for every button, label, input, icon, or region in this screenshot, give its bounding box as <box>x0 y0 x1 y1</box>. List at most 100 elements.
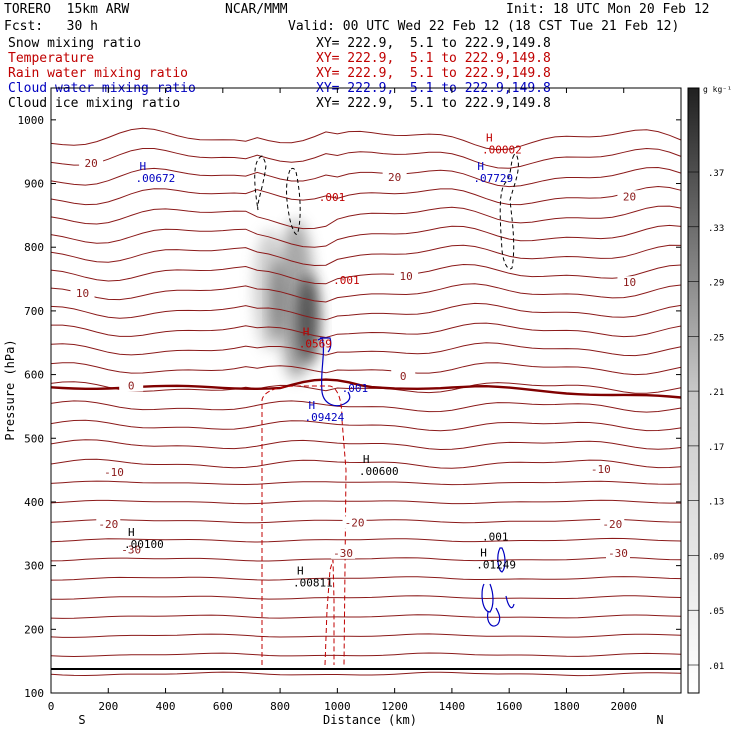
temperature-label: -30 <box>608 547 628 560</box>
temperature-contour <box>50 244 682 267</box>
temperature-contour <box>50 614 682 619</box>
maximum-value: .01249 <box>476 559 516 572</box>
maximum-value: .07729 <box>473 172 513 185</box>
legend-snow-xy: XY= 222.9, 5.1 to 222.9,149.8 <box>316 36 551 51</box>
temperature-label: -30 <box>333 547 353 560</box>
maximum-marker: H <box>486 131 493 144</box>
maximum-value: .0569 <box>299 338 332 351</box>
temperature-contour <box>50 671 682 677</box>
x-end-south: S <box>78 713 85 727</box>
x-axis-title: Distance (km) <box>323 713 417 727</box>
temperature-label: 20 <box>623 190 636 203</box>
temperature-label-bg <box>382 171 407 184</box>
maximum-marker: H <box>297 564 304 577</box>
temperature-label: -20 <box>345 516 365 529</box>
legend-rain: Rain water mixing ratio <box>8 66 189 81</box>
x-tick-label: 1000 <box>324 700 351 713</box>
temperature-contour <box>50 205 682 230</box>
colorbar-label: .33 <box>708 224 724 234</box>
x-tick-label: 1200 <box>381 700 408 713</box>
mixing-ratio-contours <box>254 153 519 666</box>
temperature-label: -10 <box>591 463 611 476</box>
forecast-hour: Fcst: 30 h <box>4 19 98 34</box>
temperature-contour <box>50 633 682 638</box>
temperature-contour <box>50 362 682 376</box>
x-tick-label: 400 <box>156 700 176 713</box>
temperature-label-bg <box>342 516 367 529</box>
temperature-contour <box>50 302 682 321</box>
temperature-label: 10 <box>399 270 412 283</box>
plot-frame <box>50 87 682 694</box>
temperature-label-bg <box>70 287 95 300</box>
x-end-north: N <box>656 713 663 727</box>
colorbar-label: .05 <box>708 607 724 617</box>
maximum-value: .00100 <box>124 538 164 551</box>
temperature-contour <box>50 166 682 188</box>
y-axis-title: Pressure (hPa) <box>3 339 17 440</box>
colorbar-label: .13 <box>708 498 724 508</box>
maximum-value: .001 <box>482 531 509 544</box>
temperature-contour <box>50 342 682 357</box>
y-tick-label: 1000 <box>18 114 45 127</box>
x-tick-label: 1800 <box>553 700 580 713</box>
temperature-contour <box>50 537 682 543</box>
maximum-marker: H <box>363 453 370 466</box>
temperature-contours <box>50 127 682 677</box>
x-tick-label: 0 <box>48 700 55 713</box>
model-title: TORERO 15km ARW <box>4 2 130 17</box>
maximum-value: .00811 <box>293 576 333 589</box>
temperature-label-bg <box>588 462 613 475</box>
y-tick-label: 700 <box>24 305 44 318</box>
temperature-contour <box>50 480 682 486</box>
y-tick-label: 300 <box>24 560 44 573</box>
temperature-label-bg <box>600 518 625 531</box>
y-tick-label: 600 <box>24 369 44 382</box>
maximum-marker: H <box>140 160 147 173</box>
temperature-label-bg <box>79 157 104 170</box>
colorbar: .37 .33 .29 .25 .21 .17 .13 .09 .05 .01 g kg⁻¹ <box>687 85 732 694</box>
maximum-value: .001 <box>333 274 360 287</box>
temperature-contour <box>50 263 682 285</box>
maximum-marker: H <box>480 547 487 560</box>
temperature-label: 20 <box>84 157 97 170</box>
legend-cloud-ice: Cloud ice mixing ratio <box>8 96 181 111</box>
temperature-contour <box>50 381 682 394</box>
temperature-label-bg <box>391 369 416 382</box>
temperature-label: 0 <box>128 379 135 392</box>
zero-isotherm <box>50 378 682 399</box>
maximum-marker: H <box>477 160 484 173</box>
maximum-value: .001 <box>319 191 346 204</box>
maximum-marker: H <box>128 526 135 539</box>
y-tick-label: 800 <box>24 241 44 254</box>
temperature-contour <box>50 458 682 469</box>
maximum-value: .00002 <box>482 143 522 156</box>
maximum-value: .00600 <box>359 465 399 478</box>
colorbar-label: .21 <box>708 388 724 398</box>
temperature-contour <box>50 576 682 581</box>
temperature-contour <box>50 595 682 600</box>
temperature-contour <box>51 322 682 339</box>
temperature-contour <box>50 499 681 505</box>
temperature-label: -30 <box>121 544 141 557</box>
x-tick-label: 1400 <box>439 700 466 713</box>
temperature-contour <box>50 652 682 658</box>
legend-temperature-xy: XY= 222.9, 5.1 to 222.9,149.8 <box>316 51 551 66</box>
maximum-value: .001 <box>342 382 369 395</box>
colorbar-unit: g kg⁻¹ <box>703 85 732 94</box>
temperature-label-bg <box>617 190 642 203</box>
y-tick-label: 100 <box>24 687 44 700</box>
temperature-contour <box>50 419 682 432</box>
temperature-label: 20 <box>388 171 401 184</box>
temperature-label: 10 <box>76 287 89 300</box>
colorbar-label: .37 <box>708 169 724 179</box>
maximum-marker: H <box>303 326 310 339</box>
x-tick-label: 2000 <box>610 700 637 713</box>
x-tick-label: 1600 <box>496 700 523 713</box>
maximum-value: .00672 <box>136 172 176 185</box>
temperature-label-bg <box>394 269 419 282</box>
temperature-contour <box>50 147 682 169</box>
colorbar-label: .09 <box>708 552 724 562</box>
valid-time: Valid: 00 UTC Wed 22 Feb 12 (18 CST Tue … <box>288 19 680 34</box>
temperature-label-bg <box>96 518 121 531</box>
